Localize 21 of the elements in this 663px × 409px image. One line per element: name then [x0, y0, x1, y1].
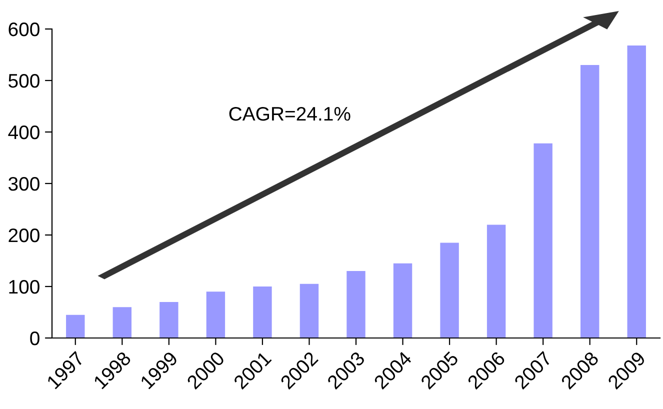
bar — [66, 314, 85, 338]
bar — [486, 224, 506, 338]
bar — [300, 284, 319, 338]
bar — [346, 271, 366, 338]
bar — [393, 263, 412, 338]
bar — [253, 286, 272, 338]
y-tick-label: 100 — [9, 280, 40, 294]
bar — [440, 242, 459, 338]
bar — [534, 143, 552, 338]
bar — [112, 307, 132, 338]
y-tick-label: 400 — [8, 125, 40, 140]
annotation: CAGR=24.1% — [229, 106, 350, 121]
y-tick-label: 200 — [8, 228, 40, 242]
bar — [580, 65, 600, 338]
bar — [160, 302, 178, 338]
bar — [627, 45, 646, 338]
y-tick-label: 300 — [8, 176, 40, 191]
y-tick-label: 500 — [8, 74, 40, 88]
y-tick-label: 0 — [30, 331, 40, 346]
bar — [206, 292, 226, 338]
y-tick-label: 600 — [8, 22, 40, 36]
